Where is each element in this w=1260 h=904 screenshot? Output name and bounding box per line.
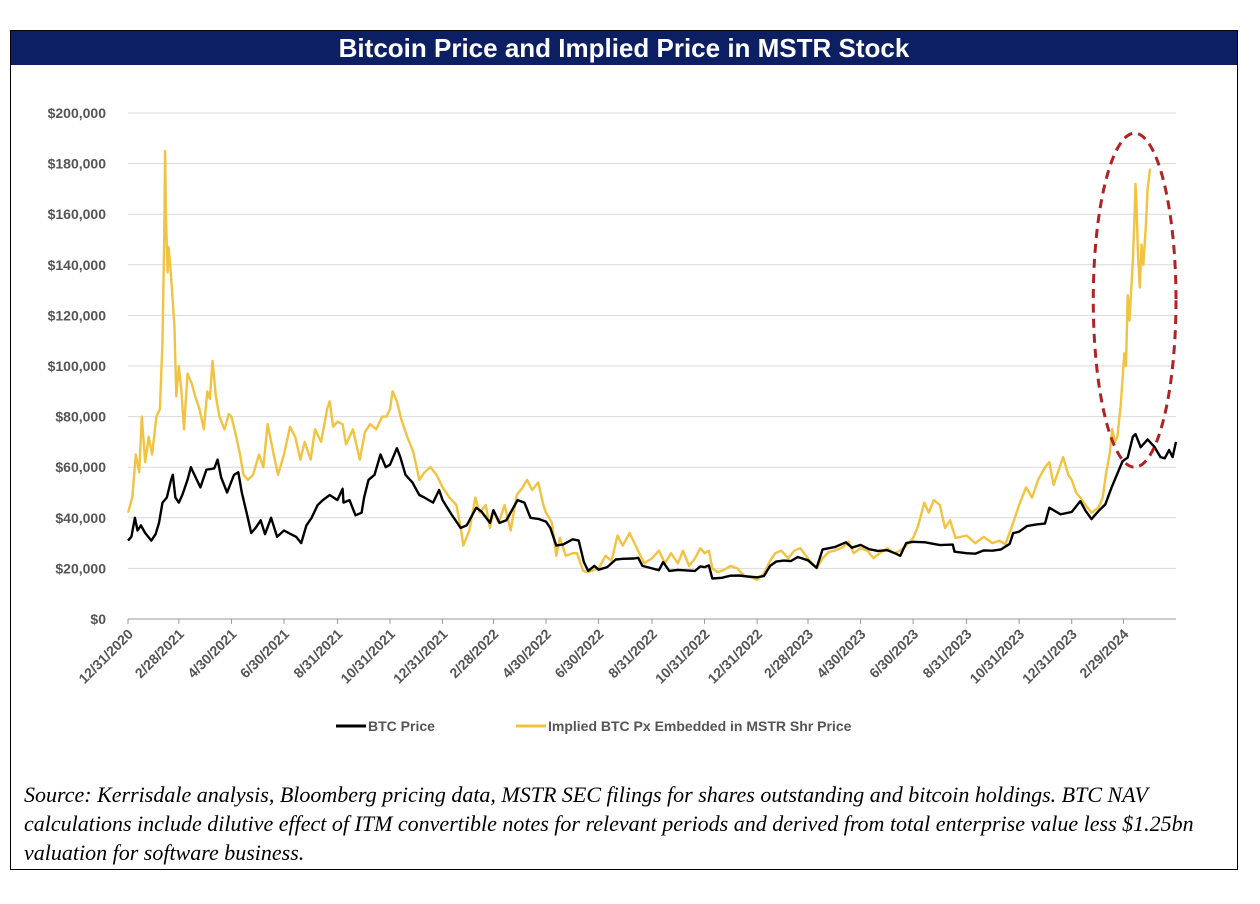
y-tick-label: $140,000 bbox=[48, 257, 107, 273]
legend-label-btc-price: BTC Price bbox=[368, 718, 435, 734]
y-tick-label: $180,000 bbox=[48, 156, 107, 172]
x-tick-label: 6/30/2021 bbox=[237, 626, 293, 682]
x-tick-label: 4/30/2022 bbox=[499, 626, 555, 682]
x-tick-label: 12/31/2022 bbox=[704, 626, 765, 687]
x-tick-label: 6/30/2022 bbox=[551, 626, 607, 682]
x-tick-label: 2/28/2023 bbox=[761, 626, 817, 682]
y-tick-label: $40,000 bbox=[55, 510, 106, 526]
series-line-btc-price bbox=[127, 432, 1178, 580]
y-tick-label: $20,000 bbox=[55, 560, 106, 576]
chart-title: Bitcoin Price and Implied Price in MSTR … bbox=[11, 31, 1237, 65]
y-tick-label: $60,000 bbox=[55, 459, 106, 475]
series-line-implied-btc-px bbox=[126, 149, 1152, 581]
highlight-ellipse bbox=[1091, 131, 1178, 469]
x-tick-label: 12/31/2021 bbox=[390, 626, 451, 687]
x-tick-label: 4/30/2023 bbox=[813, 626, 869, 682]
legend-label-implied-btc-px: Implied BTC Px Embedded in MSTR Shr Pric… bbox=[548, 718, 852, 734]
x-tick-label: 8/31/2021 bbox=[290, 626, 346, 682]
x-tick-label: 12/31/2023 bbox=[1019, 626, 1080, 687]
x-tick-label: 8/31/2023 bbox=[919, 626, 975, 682]
y-tick-label: $0 bbox=[90, 611, 106, 627]
x-tick-label: 10/31/2021 bbox=[337, 626, 398, 687]
x-tick-label: 12/31/2020 bbox=[75, 626, 136, 687]
x-tick-label: 10/31/2022 bbox=[652, 626, 713, 687]
y-tick-label: $120,000 bbox=[48, 307, 107, 323]
x-tick-label: 10/31/2023 bbox=[966, 626, 1027, 687]
y-tick-label: $160,000 bbox=[48, 206, 107, 222]
x-tick-label: 6/30/2023 bbox=[866, 626, 922, 682]
y-tick-label: $80,000 bbox=[55, 409, 106, 425]
x-tick-label: 2/28/2021 bbox=[132, 626, 188, 682]
chart-frame: Bitcoin Price and Implied Price in MSTR … bbox=[10, 30, 1238, 870]
x-tick-label: 2/28/2022 bbox=[446, 626, 502, 682]
source-note: Source: Kerrisdale analysis, Bloomberg p… bbox=[24, 782, 1194, 865]
y-tick-label: $200,000 bbox=[48, 105, 107, 121]
x-tick-label: 4/30/2021 bbox=[184, 626, 240, 682]
y-tick-label: $100,000 bbox=[48, 358, 107, 374]
x-tick-label: 2/29/2024 bbox=[1076, 626, 1132, 682]
x-tick-label: 8/31/2022 bbox=[605, 626, 661, 682]
